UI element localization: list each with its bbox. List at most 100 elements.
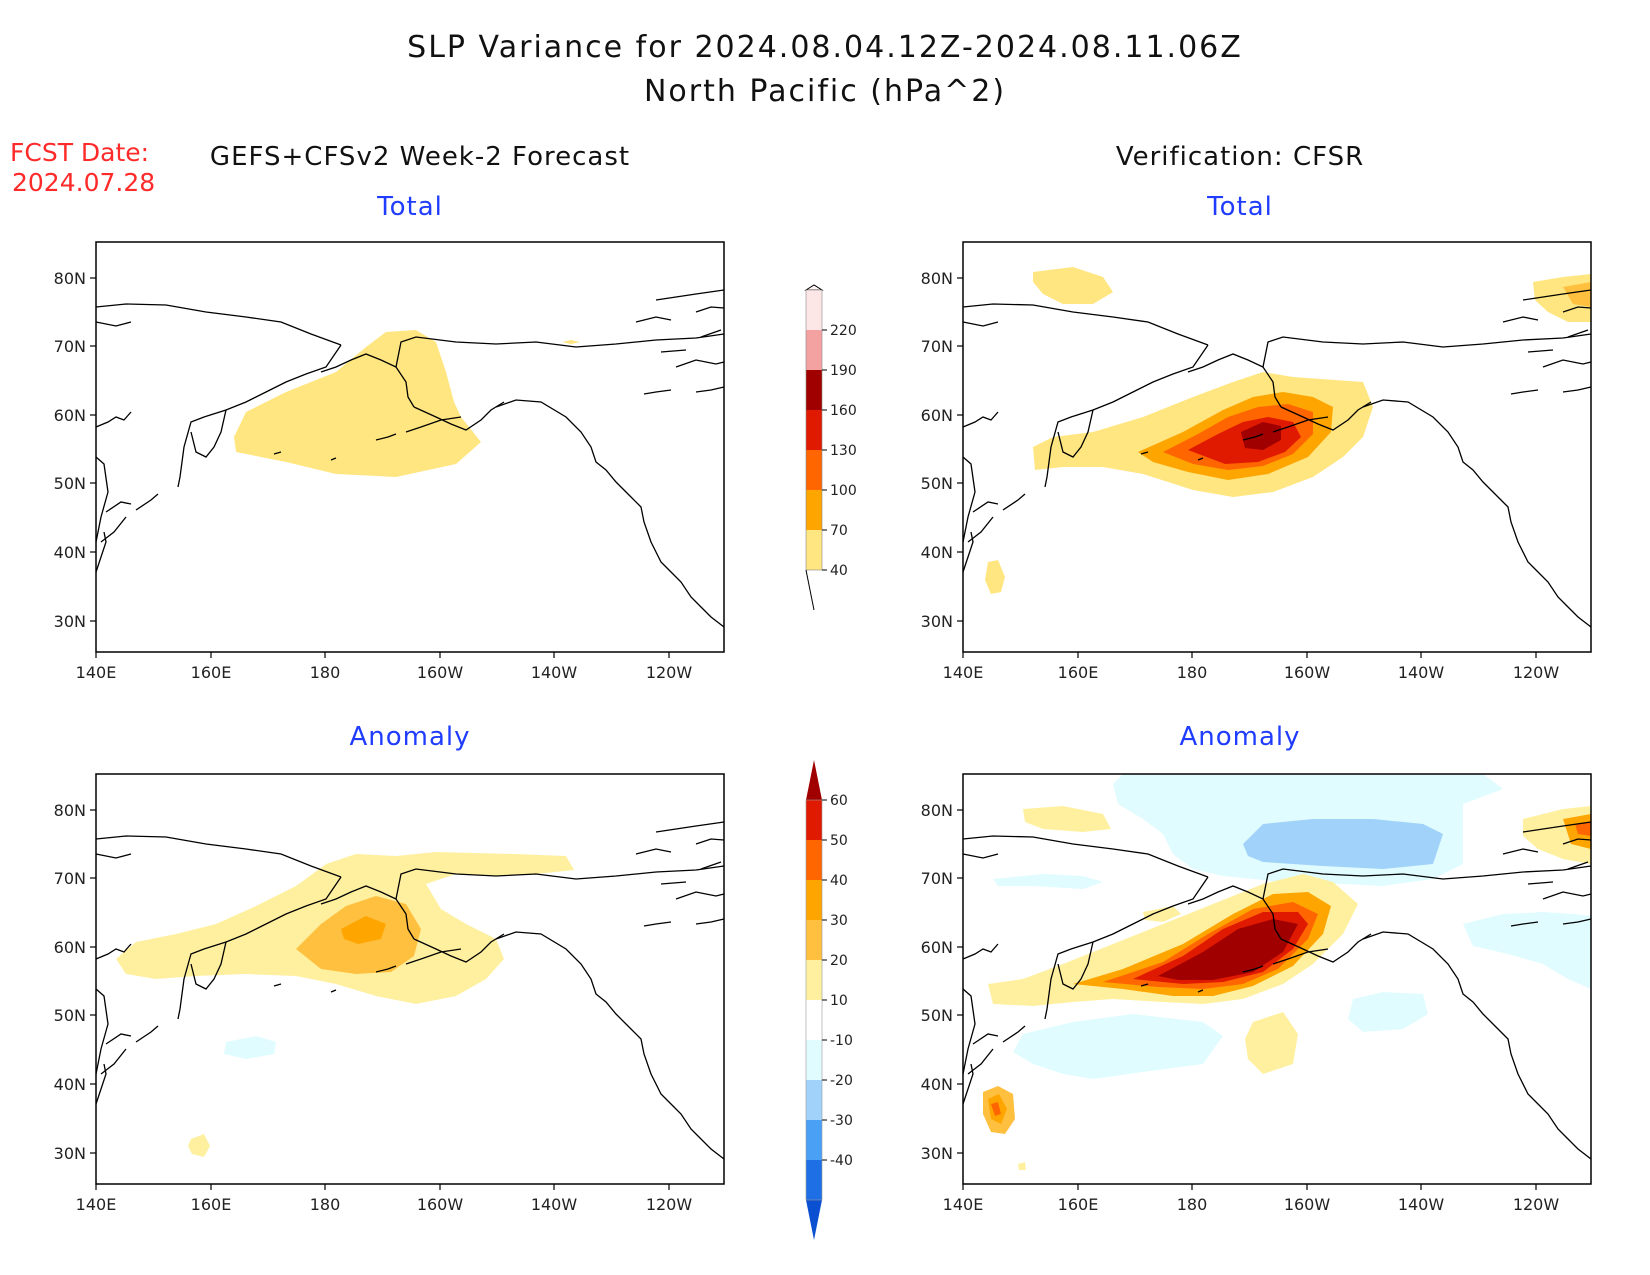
map-frame [95,773,725,1185]
lat-tick-label: 70N [54,337,86,356]
fcst-date-value: 2024.07.28 [12,168,156,197]
colorbar-swatch [806,530,822,570]
lon-tick-label: 160E [191,1195,232,1214]
lat-tick-label: 60N [921,938,953,957]
panel-verif-anomaly [962,773,1592,1185]
colorbar-swatch [806,1160,822,1200]
panel-verif-total [962,241,1592,653]
colorbar-level-label: 40 [830,873,848,889]
colorbar-tail [805,569,815,611]
map-frame [95,241,725,653]
colorbar-anomaly: 60 50 40 30 20 10 -10 -20 -30 -40 [805,760,853,1240]
lat-tick-label: 60N [54,938,86,957]
colorbar-arrow-bottom [806,1200,822,1240]
lon-tick-label: 160E [1058,663,1099,682]
colorbar-swatch [806,330,822,370]
colorbar-swatch [806,450,822,490]
lat-tick-label: 80N [54,801,86,820]
colorbar-swatch [806,1080,822,1120]
colorbar-swatch [806,1120,822,1160]
colorbar-level-label: 190 [830,363,857,379]
axis-labels: 80N 70N 60N 50N 40N 30N 140E 160E 180 160W 140W 120… [54,269,1560,1214]
lat-tick-label: 60N [921,406,953,425]
contour-fill-group [116,852,574,1157]
map-frame [962,241,1592,653]
lat-tick-label: 30N [54,1144,86,1163]
colorbar-level-label: 220 [830,323,857,339]
lon-tick-label: 140E [76,1195,117,1214]
main-subtitle: North Pacific (hPa^2) [643,74,1007,109]
lat-tick-label: 50N [54,1006,86,1025]
contour-fill-group [983,774,1591,1170]
lat-tick-label: 50N [921,1006,953,1025]
lat-tick-label: 80N [921,801,953,820]
colorbar-level-label: 40 [830,563,848,579]
colorbar-swatch [806,920,822,960]
lon-tick-label: 140W [531,663,578,682]
lon-tick-label: 180 [1177,1195,1208,1214]
lat-tick-label: 40N [921,543,953,562]
lon-tick-label: 140E [76,663,117,682]
colorbar-outline [805,289,823,571]
forecast-anomaly-label: Anomaly [349,722,471,752]
lat-tick-label: 40N [54,1075,86,1094]
lon-tick-label: 160W [1284,663,1331,682]
lat-tick-label: 70N [54,869,86,888]
lat-tick-label: 80N [54,269,86,288]
colorbar-level-label: 160 [830,403,857,419]
map-frame [962,773,1592,1185]
lon-tick-label: 160E [191,663,232,682]
colorbar-level-label: -30 [830,1113,853,1129]
main-title: SLP Variance for 2024.08.04.12Z-2024.08.… [407,30,1243,65]
lat-tick-label: 80N [921,269,953,288]
lat-tick-label: 60N [54,406,86,425]
lon-tick-label: 160E [1058,1195,1099,1214]
colorbar-swatch [806,800,822,840]
colorbar-swatch [806,490,822,530]
lon-tick-label: 180 [1177,663,1208,682]
lon-tick-label: 140E [943,663,984,682]
colorbar-swatch [806,1040,822,1080]
lon-tick-label: 140W [531,1195,578,1214]
verif-total-label: Total [1207,192,1273,222]
lon-tick-label: 160W [417,663,464,682]
lat-tick-label: 30N [921,1144,953,1163]
colorbar-swatch [806,410,822,450]
lat-tick-label: 40N [921,1075,953,1094]
lat-tick-label: 50N [921,474,953,493]
colorbar-level-label: 30 [830,913,848,929]
fcst-date-label: FCST Date: [10,138,150,167]
colorbar-level-label: 70 [830,523,848,539]
colorbar-level-label: 130 [830,443,857,459]
colorbar-level-label: 10 [830,993,848,1009]
colorbar-level-label: -40 [830,1153,853,1169]
colorbar-total: 220 190 160 130 100 70 40 [804,284,857,611]
colorbar-swatch [806,290,822,330]
lon-tick-label: 140W [1398,1195,1445,1214]
lat-tick-label: 40N [54,543,86,562]
forecast-column-title: GEFS+CFSv2 Week-2 Forecast [209,142,631,172]
lon-tick-label: 140W [1398,663,1445,682]
lon-tick-label: 160W [417,1195,464,1214]
panel-forecast-total [95,241,725,653]
lon-tick-label: 180 [310,1195,341,1214]
lon-tick-label: 120W [646,663,693,682]
colorbar-swatch [806,840,822,880]
colorbar-swatch [806,370,822,410]
lon-tick-label: 160W [1284,1195,1331,1214]
colorbar-level-label: 100 [830,483,857,499]
panel-forecast-anomaly [95,773,725,1185]
lon-tick-label: 140E [943,1195,984,1214]
colorbar-level-label: -10 [830,1033,853,1049]
lon-tick-label: 120W [1513,663,1560,682]
verif-anomaly-label: Anomaly [1179,722,1301,752]
colorbar-level-label: 50 [830,833,848,849]
contour-fill-group [234,330,580,477]
verification-column-title: Verification: CFSR [1115,142,1365,172]
colorbar-level-label: 60 [830,793,848,809]
colorbar-swatch [806,880,822,920]
colorbar-swatch [806,1000,822,1040]
colorbar-swatch [806,960,822,1000]
colorbar-cap [804,284,824,291]
